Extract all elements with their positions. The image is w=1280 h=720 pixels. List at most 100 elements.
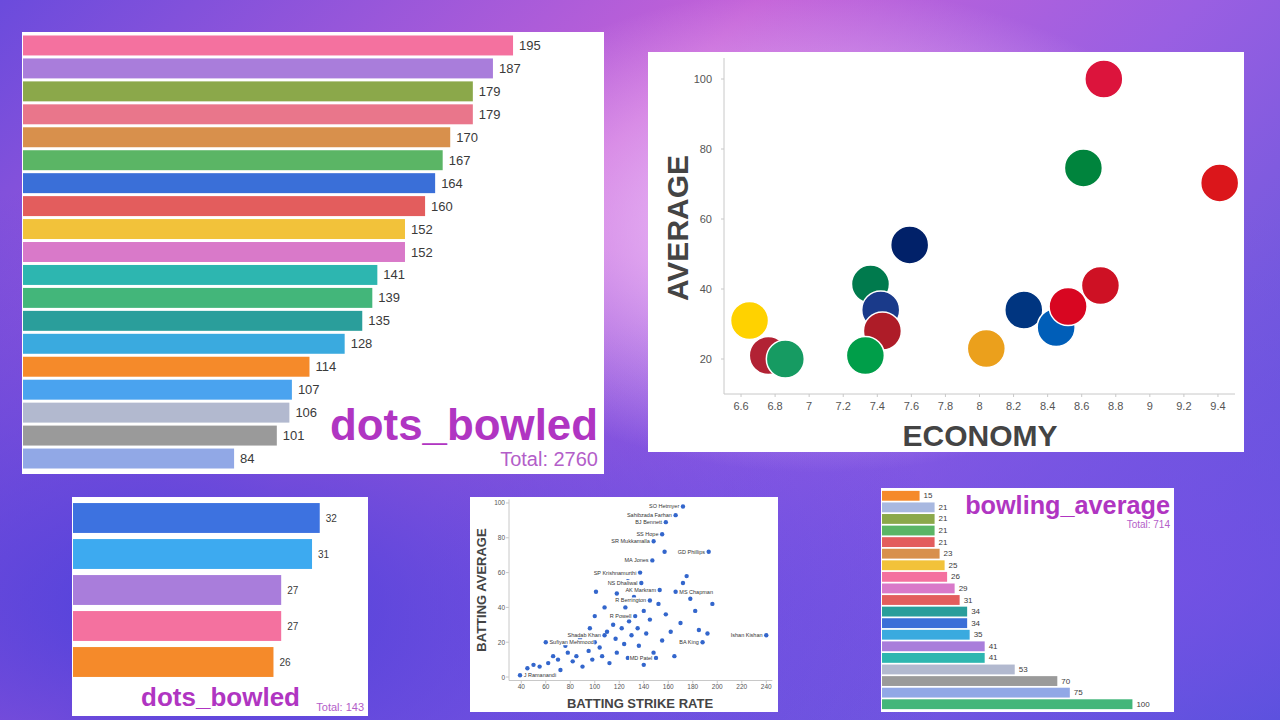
- point: [656, 602, 660, 606]
- bar: [23, 219, 405, 239]
- point: [627, 619, 631, 623]
- point: [623, 605, 627, 609]
- x-axis-title: BATTING STRIKE RATE: [567, 696, 713, 711]
- point: [1081, 267, 1119, 305]
- point: [660, 532, 664, 536]
- data-label: 21: [939, 526, 948, 535]
- chart-title: dots_bowled: [141, 682, 300, 712]
- bar: [882, 526, 935, 536]
- point: [705, 631, 709, 635]
- bar: [23, 173, 435, 193]
- label-patch: [523, 672, 556, 678]
- data-label: 34: [971, 619, 980, 628]
- tick-label: 8.4: [1040, 400, 1055, 412]
- point: [629, 633, 633, 637]
- bar: [882, 491, 920, 501]
- point: [566, 650, 570, 654]
- tick-mark: [506, 502, 509, 503]
- data-label: 101: [283, 428, 305, 443]
- tick-mark: [721, 359, 724, 360]
- data-label: 70: [1061, 677, 1070, 686]
- point-label: Shadab Khan: [568, 632, 601, 638]
- bar: [882, 549, 940, 559]
- point-label: NS Dhaliwal: [608, 580, 638, 586]
- label-patch: [567, 632, 601, 638]
- point: [764, 633, 768, 637]
- bar: [23, 104, 473, 124]
- point-label: Ishan Kishan: [731, 632, 763, 638]
- bar: [23, 311, 362, 331]
- point: [660, 638, 664, 642]
- label-patch: [679, 639, 700, 645]
- bars: [73, 503, 320, 677]
- tick-label: 140: [638, 683, 649, 690]
- point: [681, 504, 685, 508]
- point: [669, 630, 673, 634]
- bar: [23, 426, 277, 446]
- tick-label: 20: [498, 639, 506, 646]
- label-patch: [636, 531, 659, 537]
- tick-label: 60: [700, 213, 712, 225]
- point: [681, 581, 685, 585]
- bar: [882, 665, 1015, 675]
- points: [731, 60, 1239, 378]
- data-label: 31: [318, 549, 330, 560]
- point: [654, 656, 658, 660]
- point-label: SR Mukkamalla: [611, 538, 650, 544]
- tick-label: 9.2: [1176, 400, 1191, 412]
- y-axis-title: BATTING AVERAGE: [474, 528, 489, 652]
- tick-mark: [945, 394, 946, 397]
- point: [664, 520, 668, 524]
- data-label: 100: [1136, 700, 1150, 709]
- bar: [23, 288, 372, 308]
- y-axis-line: [509, 500, 510, 681]
- point: [615, 650, 619, 654]
- point: [613, 637, 617, 641]
- tick-mark: [506, 537, 509, 538]
- bar: [882, 688, 1070, 698]
- tick-label: 8.6: [1074, 400, 1089, 412]
- data-label: 128: [351, 336, 373, 351]
- bar: [23, 150, 443, 170]
- y-axis-line: [724, 58, 725, 394]
- tick-mark: [1047, 394, 1048, 397]
- bar: [882, 607, 967, 617]
- point: [731, 302, 769, 340]
- data-label: 160: [431, 199, 453, 214]
- point-label: GD Phillips: [678, 549, 705, 555]
- data-label: 23: [944, 549, 953, 558]
- data-label: 32: [326, 513, 338, 524]
- tick-label: 100: [494, 499, 505, 506]
- point: [525, 666, 529, 670]
- point: [637, 643, 641, 647]
- point: [602, 605, 606, 609]
- tick-label: 160: [663, 683, 674, 690]
- bars: [882, 491, 1132, 709]
- tick-label: 8.8: [1108, 400, 1123, 412]
- point-label: SS Hope: [636, 531, 658, 537]
- data-label: 187: [499, 61, 521, 76]
- point: [1049, 288, 1087, 326]
- data-label: 152: [411, 245, 433, 260]
- point: [574, 654, 578, 658]
- point: [537, 664, 541, 668]
- bar: [882, 618, 967, 628]
- tick-label: 9: [1147, 400, 1153, 412]
- data-label: 164: [441, 176, 463, 191]
- tick-label: 60: [542, 683, 550, 690]
- point-label: BA King: [679, 639, 699, 645]
- point: [673, 590, 677, 594]
- panel: [470, 497, 778, 712]
- point: [648, 598, 652, 602]
- point: [1085, 60, 1123, 98]
- tick-mark: [506, 607, 509, 608]
- data-label: 35: [974, 630, 983, 639]
- bar: [882, 502, 935, 512]
- tick-label: 7: [806, 400, 812, 412]
- chart-subtitle: Total: 714: [1127, 519, 1171, 530]
- tick-mark: [1217, 394, 1218, 397]
- point: [546, 661, 550, 665]
- label-patch: [626, 512, 672, 518]
- bar: [882, 676, 1057, 686]
- point: [531, 663, 535, 667]
